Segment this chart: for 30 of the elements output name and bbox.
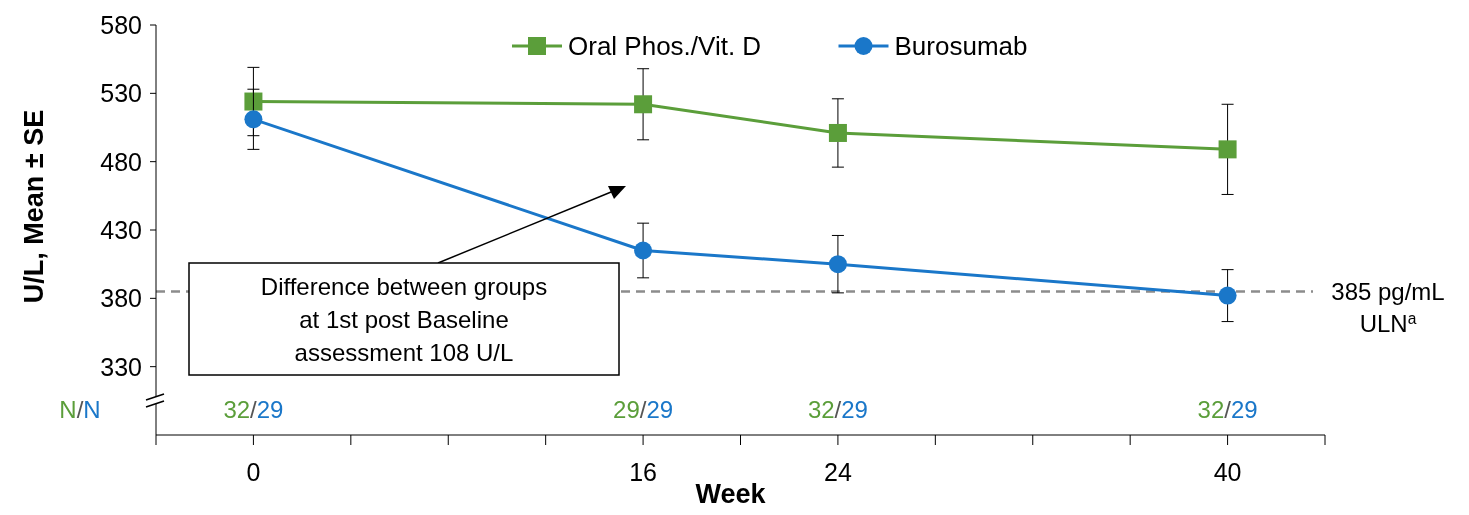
annotation: 32/29 <box>807 396 868 423</box>
annotation: 32/29 <box>223 396 284 423</box>
y-tick-label: 330 <box>100 352 142 381</box>
legend-label: Oral Phos./Vit. D <box>568 31 762 61</box>
text: N/N <box>59 396 101 423</box>
y-tick-label: 580 <box>100 11 142 39</box>
y-tick-label: 380 <box>100 284 142 313</box>
annotation: 32/29 <box>1197 396 1258 423</box>
point <box>828 123 847 142</box>
x-tick-label: 16 <box>629 458 657 486</box>
y-tick-label: 480 <box>100 147 142 176</box>
x-tick-label: 24 <box>824 458 852 486</box>
point <box>1218 140 1237 159</box>
legend-label: Burosumab <box>894 31 1028 61</box>
point <box>634 95 653 114</box>
point <box>244 110 263 129</box>
x-axis-title: Week <box>695 479 767 509</box>
point <box>828 255 847 274</box>
x-tick-label: 40 <box>1213 458 1242 486</box>
x-tick-label: 0 <box>246 458 261 486</box>
point <box>634 241 653 260</box>
point <box>1218 286 1237 305</box>
ref-line-label: 385 pg/mL ULN$^{a}$ <box>1331 277 1445 337</box>
text-box: Difference between groups at 1st post Baseline assessment 108 U/L <box>188 262 620 376</box>
y-tick-label: 530 <box>100 79 142 108</box>
annotation: 29/29 <box>613 396 674 423</box>
annotation: Difference between groups at 1st post Baseline assessment 108 U/L <box>260 273 548 366</box>
point <box>244 92 263 111</box>
y-tick-label: 430 <box>100 216 142 244</box>
y-axis-title: U/L, Mean ± SE <box>19 109 49 304</box>
